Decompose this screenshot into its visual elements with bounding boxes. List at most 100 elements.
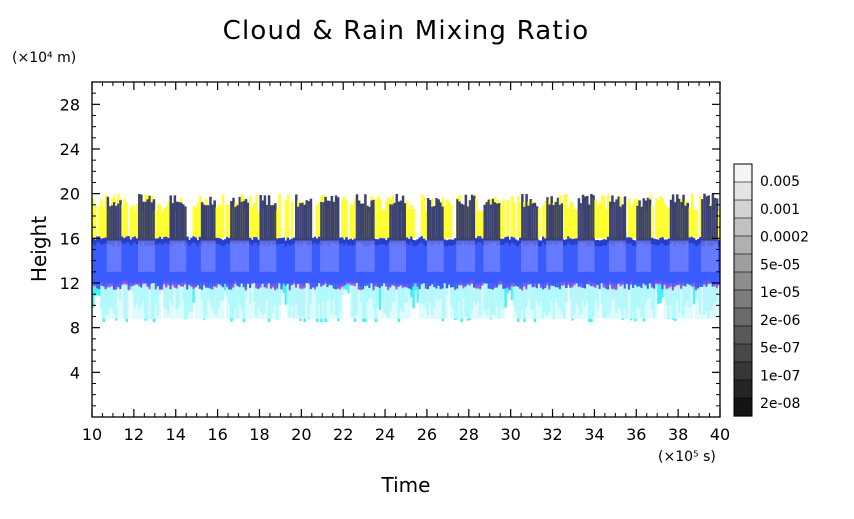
blue-layer-cell xyxy=(445,240,449,289)
rain-shaft-cell xyxy=(717,283,721,319)
tower-cell xyxy=(272,205,275,241)
tower-cell xyxy=(676,194,679,241)
tower-cell xyxy=(370,200,373,241)
rain-shaft-cell xyxy=(211,283,214,319)
rain-shaft-cell xyxy=(387,283,390,319)
blue-layer-cell xyxy=(100,238,103,285)
tower-cell xyxy=(305,200,309,241)
yellow-layer-cell xyxy=(665,205,669,239)
violet-edge-cell xyxy=(255,284,258,289)
rain-shaft-cell xyxy=(554,283,558,319)
tower-core-cell xyxy=(552,240,556,272)
tower-core-cell xyxy=(117,240,120,272)
tower-cell xyxy=(242,200,246,241)
rain-shaft-cell xyxy=(334,283,338,319)
colorbar-label: 2e-08 xyxy=(760,396,800,412)
tower-core-cell xyxy=(615,240,618,272)
tower-core-cell xyxy=(112,240,116,272)
tower-core-cell xyxy=(703,240,706,272)
rain-shaft-cell xyxy=(351,283,355,319)
tower-core-cell xyxy=(646,240,650,272)
yellow-layer-cell xyxy=(569,201,572,239)
tower-cell xyxy=(713,197,717,241)
tower-cell xyxy=(211,204,214,241)
tower-cell xyxy=(238,196,242,241)
rain-shaft-cell xyxy=(117,283,120,319)
blue-layer-edge xyxy=(374,238,378,245)
rain-shaft-cell xyxy=(255,283,258,319)
tower-cell xyxy=(140,194,143,241)
violet-edge-cell xyxy=(133,281,137,286)
blue-layer-cell xyxy=(102,238,105,287)
blue-layer-cell xyxy=(696,239,700,289)
x-tick-label: 24 xyxy=(375,425,395,444)
tower-cell xyxy=(391,204,394,241)
rain-shaft-cell xyxy=(148,283,152,319)
rain-shaft-cell xyxy=(477,283,480,319)
rain-shaft-cell xyxy=(690,283,694,319)
colorbar-frame xyxy=(733,163,753,417)
violet-edge-cell xyxy=(374,282,378,287)
violet-edge-cell xyxy=(493,284,497,289)
yellow-layer-cell xyxy=(516,195,520,239)
blue-layer-edge xyxy=(454,238,457,245)
blue-layer-edge xyxy=(223,239,227,246)
colorbar-label: 2e-06 xyxy=(760,313,800,329)
blue-layer-edge xyxy=(292,237,296,244)
tower-cell xyxy=(533,202,537,241)
blue-layer-cell xyxy=(594,240,597,288)
tower-core-cell xyxy=(705,240,708,272)
tower-cell xyxy=(399,200,403,241)
tower-core-cell xyxy=(713,240,717,272)
yellow-layer-cell xyxy=(542,205,545,239)
rain-shaft-cell xyxy=(539,283,543,319)
rain-shaft-cell xyxy=(251,283,254,319)
blue-layer-edge xyxy=(341,237,344,244)
rain-shaft-cell xyxy=(108,283,112,319)
rain-shaft-cell xyxy=(131,283,135,319)
rain-shaft-cell xyxy=(393,283,396,319)
rain-shaft-cell xyxy=(127,283,131,319)
violet-edge-cell xyxy=(92,282,95,287)
rain-shaft-cell xyxy=(715,283,719,319)
blue-layer-cell xyxy=(657,239,660,284)
yellow-layer-cell xyxy=(165,206,168,239)
cyan-layer-cell xyxy=(94,283,97,297)
tower-core-cell xyxy=(470,240,474,272)
tower-core-cell xyxy=(579,240,583,272)
rain-shaft-cell xyxy=(376,283,380,319)
tower-cell xyxy=(621,204,625,241)
blue-layer-cell xyxy=(221,240,225,288)
tower-core-cell xyxy=(307,240,311,272)
violet-edge-cell xyxy=(274,286,277,291)
tower-core-cell xyxy=(554,240,558,272)
tower-cell xyxy=(707,195,710,241)
blue-layer-cell xyxy=(514,239,518,287)
blue-layer-cell xyxy=(92,238,95,286)
cyan-layer-cell xyxy=(414,283,417,291)
rain-shaft-cell xyxy=(305,283,309,319)
tower-cell xyxy=(646,197,650,241)
rain-shaft-cell xyxy=(190,283,193,319)
yellow-layer-cell xyxy=(519,202,522,239)
blue-layer-cell xyxy=(475,238,478,288)
blue-layer-cell xyxy=(154,238,158,289)
rain-shaft-cell xyxy=(424,283,428,319)
rain-shaft-cell xyxy=(600,283,604,319)
tower-cell xyxy=(583,196,587,241)
yellow-layer-cell xyxy=(571,202,574,239)
tower-core-cell xyxy=(458,240,461,272)
blue-layer-cell xyxy=(661,237,664,290)
tower-cell xyxy=(498,203,501,241)
blue-layer-edge xyxy=(311,237,315,244)
tower-cell xyxy=(368,206,371,241)
rain-shaft-cell xyxy=(332,283,336,319)
rain-shaft-cell xyxy=(558,283,562,319)
yellow-layer-cell xyxy=(563,195,566,239)
blue-layer-cell xyxy=(284,240,288,286)
yellow-layer-cell xyxy=(445,199,449,239)
blue-layer-cell xyxy=(280,238,283,289)
rain-shaft-cell xyxy=(650,283,654,319)
violet-edge-cell xyxy=(127,286,131,291)
tower-core-cell xyxy=(299,240,302,272)
